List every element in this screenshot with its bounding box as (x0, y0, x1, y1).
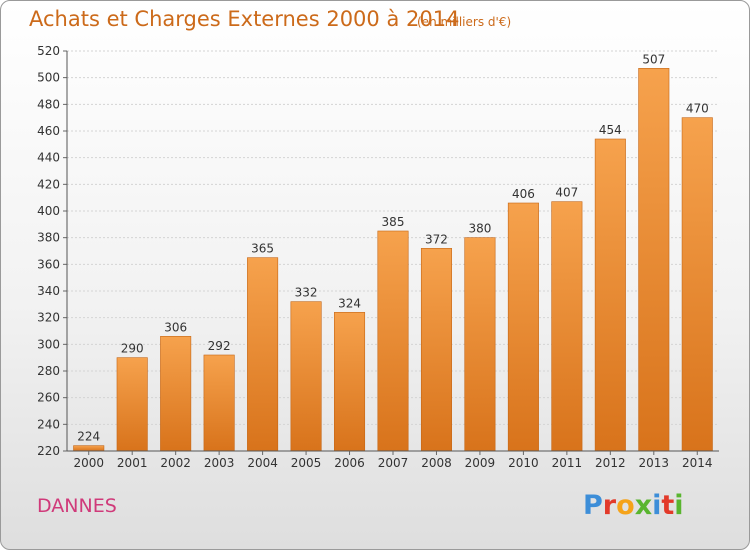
logo-letter: r (602, 490, 617, 521)
x-tick-label: 2004 (247, 456, 278, 470)
x-tick-label: 2002 (160, 456, 191, 470)
logo-letter: t (661, 490, 675, 521)
x-tick-label: 2003 (204, 456, 235, 470)
x-tick-label: 2007 (378, 456, 409, 470)
y-tick-label: 420 (37, 177, 60, 191)
x-tick-label: 2006 (334, 456, 365, 470)
bar-value-label: 470 (686, 102, 709, 116)
x-tick-label: 2008 (421, 456, 452, 470)
chart-title: Achats et Charges Externes 2000 à 2014 (29, 7, 460, 31)
x-tick-label: 2009 (465, 456, 496, 470)
bar-value-label: 406 (512, 187, 535, 201)
bar-2010 (507, 202, 539, 452)
bar-2004 (247, 257, 279, 452)
bar-2003 (203, 354, 235, 452)
logo-letter: o (616, 490, 635, 521)
bar-2012 (594, 138, 626, 452)
y-tick-label: 320 (37, 311, 60, 325)
logo-letter: x (634, 490, 653, 521)
bars: 224 290 306 292 365 332 324 385 372 380 406 407 454 5… (73, 52, 713, 452)
bar-2002 (160, 336, 192, 452)
x-tick-label: 2000 (73, 456, 104, 470)
bar-value-label: 306 (164, 320, 187, 334)
y-tick-label: 520 (37, 44, 60, 58)
bar-2000 (73, 445, 105, 452)
bar-value-label: 454 (599, 123, 622, 137)
y-tick-label: 340 (37, 284, 60, 298)
bar-value-label: 332 (295, 286, 318, 300)
x-tick-label: 2005 (291, 456, 322, 470)
bar-2013 (638, 68, 670, 452)
bar-value-label: 507 (642, 52, 665, 66)
y-tick-label: 260 (37, 391, 60, 405)
y-tick-label: 380 (37, 231, 60, 245)
bar-2009 (464, 237, 496, 452)
x-tick-label: 2001 (117, 456, 148, 470)
y-tick-label: 300 (37, 337, 60, 351)
y-tick-label: 360 (37, 257, 60, 271)
y-tick-label: 220 (37, 444, 60, 458)
bar-value-label: 224 (77, 430, 100, 444)
bar-value-label: 380 (468, 222, 491, 236)
bar-2001 (116, 357, 148, 452)
y-tick-label: 280 (37, 364, 60, 378)
bar-2011 (551, 201, 583, 452)
x-tick-label: 2011 (552, 456, 583, 470)
bar-value-label: 372 (425, 232, 448, 246)
y-tick-label: 460 (37, 124, 60, 138)
commune-name: DANNES (37, 495, 117, 517)
bar-value-label: 324 (338, 296, 361, 310)
bar-2008 (420, 248, 452, 452)
y-tick-label: 480 (37, 97, 60, 111)
bar-value-label: 385 (382, 215, 405, 229)
x-tick-label: 2013 (639, 456, 670, 470)
x-tick-label: 2014 (682, 456, 713, 470)
bar-value-label: 407 (555, 186, 578, 200)
bar-value-label: 365 (251, 242, 274, 256)
axes: 220 240 260 280 300 320 340 360 380 400 420 440 460 4… (37, 44, 719, 470)
x-tick-label: 2010 (508, 456, 539, 470)
bar-2014 (681, 117, 713, 452)
chart-subtitle: (en milliers d'€) (417, 15, 512, 29)
x-tick-label: 2012 (595, 456, 626, 470)
logo-letter: P (583, 490, 603, 521)
bar-2006 (334, 312, 366, 452)
y-tick-label: 240 (37, 417, 60, 431)
bar-value-label: 292 (208, 339, 231, 353)
logo-letter: i (652, 490, 662, 521)
y-tick-label: 500 (37, 71, 60, 85)
bar-2005 (290, 301, 322, 452)
bar-2007 (377, 230, 409, 452)
proxiti-logo[interactable]: Proxiti (583, 490, 684, 521)
y-tick-label: 400 (37, 204, 60, 218)
y-tick-label: 440 (37, 151, 60, 165)
logo-letter: i (674, 490, 684, 521)
bar-value-label: 290 (121, 342, 144, 356)
